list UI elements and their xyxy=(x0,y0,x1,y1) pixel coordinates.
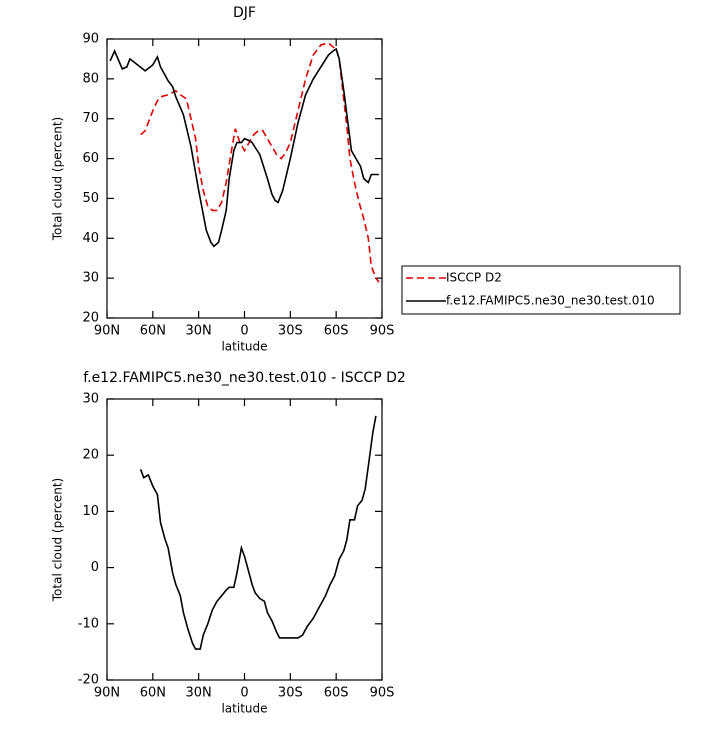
plot-frame xyxy=(106,38,383,319)
x-tick-label: 30N xyxy=(186,324,212,339)
y-tick-label: -10 xyxy=(78,616,99,631)
y-tick-label: 20 xyxy=(82,448,99,463)
y-axis-label: Total cloud (percent) xyxy=(51,117,65,241)
plot-frame xyxy=(106,398,383,681)
y-tick-label: 30 xyxy=(82,271,99,286)
y-tick-label: 80 xyxy=(82,71,99,86)
x-tick-label: 60N xyxy=(140,686,166,701)
data-line xyxy=(139,415,377,650)
legend-label: f.e12.FAMIPC5.ne30_ne30.test.010 xyxy=(446,294,655,308)
y-tick-label: 30 xyxy=(82,392,99,407)
data-line xyxy=(109,47,379,248)
y-axis-label: Total cloud (percent) xyxy=(51,478,65,602)
y-tick-label: 70 xyxy=(82,111,99,126)
y-tick-label: 0 xyxy=(91,560,99,575)
y-tick-label: 20 xyxy=(82,311,99,326)
data-line xyxy=(140,42,380,283)
y-tick-label: 10 xyxy=(82,504,99,519)
y-tick-label: 60 xyxy=(82,151,99,166)
y-tick-label: 50 xyxy=(82,191,99,206)
x-tick-label: 30S xyxy=(278,686,303,701)
x-tick-label: 0 xyxy=(240,324,248,339)
x-tick-label: 0 xyxy=(240,686,248,701)
x-tick-label: 90S xyxy=(370,324,395,339)
y-tick-label: 90 xyxy=(82,32,99,47)
y-tick-label: 40 xyxy=(82,231,99,246)
x-tick-label: 60S xyxy=(324,324,349,339)
x-tick-label: 90N xyxy=(94,324,120,339)
x-tick-label: 30S xyxy=(278,324,303,339)
x-tick-label: 30N xyxy=(186,686,212,701)
x-axis-label: latitude xyxy=(221,702,267,716)
chart-title: DJF xyxy=(233,5,256,21)
x-axis-label: latitude xyxy=(221,340,267,354)
x-tick-label: 60N xyxy=(140,324,166,339)
legend-label: ISCCP D2 xyxy=(446,271,502,285)
y-tick-label: -20 xyxy=(78,673,99,688)
x-tick-label: 60S xyxy=(324,686,349,701)
x-tick-label: 90N xyxy=(94,686,120,701)
legend-box xyxy=(401,265,681,315)
chart-title: f.e12.FAMIPC5.ne30_ne30.test.010 - ISCCP… xyxy=(83,370,406,386)
x-tick-label: 90S xyxy=(370,686,395,701)
